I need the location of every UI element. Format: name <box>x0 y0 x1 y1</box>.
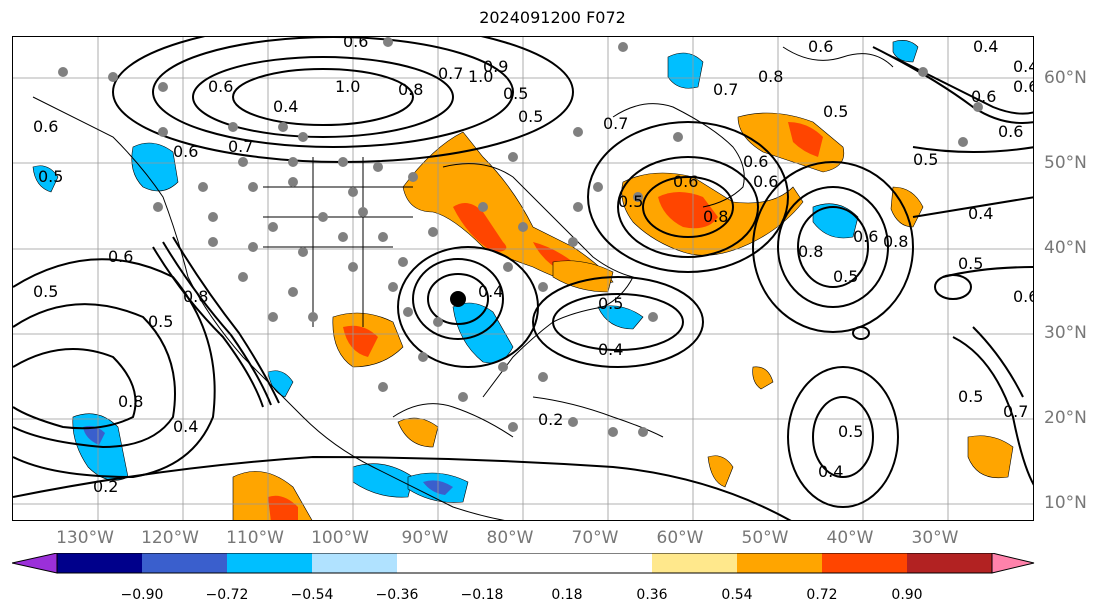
svg-text:0.8: 0.8 <box>183 287 208 306</box>
colorbar-segment <box>991 553 1035 574</box>
svg-text:0.5: 0.5 <box>38 167 63 186</box>
svg-text:1.0: 1.0 <box>468 67 493 86</box>
colorbar-segment <box>907 553 992 573</box>
lat-label: 40°N <box>1044 238 1087 258</box>
svg-text:0.4: 0.4 <box>973 37 998 56</box>
svg-text:0.5: 0.5 <box>148 312 173 331</box>
svg-text:0.6: 0.6 <box>33 117 58 136</box>
lat-label: 60°N <box>1044 68 1087 88</box>
svg-text:0.4: 0.4 <box>818 462 843 481</box>
contour-labels: 0.6 0.5 0.6 0.5 0.8 0.4 0.2 1.0 0.7 0.8 … <box>33 37 1034 496</box>
svg-text:0.5: 0.5 <box>518 107 543 126</box>
colorbar <box>12 553 1035 574</box>
svg-text:0.6: 0.6 <box>173 142 198 161</box>
svg-text:0.2: 0.2 <box>93 477 118 496</box>
svg-text:0.5: 0.5 <box>33 282 58 301</box>
colorbar-tick: 0.72 <box>806 587 838 603</box>
colorbar-segment <box>142 553 227 573</box>
svg-text:0.6: 0.6 <box>1013 77 1034 96</box>
svg-text:0.5: 0.5 <box>823 102 848 121</box>
svg-text:1.0: 1.0 <box>335 77 360 96</box>
colorbar-tick: 0.18 <box>551 587 583 603</box>
svg-text:0.6: 0.6 <box>1013 287 1034 306</box>
svg-text:0.8: 0.8 <box>758 67 783 86</box>
contour-lines <box>13 37 1033 520</box>
svg-text:0.4: 0.4 <box>173 417 198 436</box>
svg-text:0.5: 0.5 <box>618 192 643 211</box>
svg-text:0.4: 0.4 <box>598 340 623 359</box>
lon-label: 30°W <box>911 528 959 548</box>
colorbar-tick: −0.90 <box>120 587 164 603</box>
svg-text:0.6: 0.6 <box>108 247 133 266</box>
svg-text:0.5: 0.5 <box>503 84 528 103</box>
svg-text:0.6: 0.6 <box>743 152 768 171</box>
lon-label: 110°W <box>226 528 284 548</box>
svg-text:0.9: 0.9 <box>483 57 508 76</box>
lon-label: 80°W <box>486 528 534 548</box>
lon-label: 90°W <box>401 528 449 548</box>
colorbar-segment <box>12 553 58 574</box>
storm-center-marker <box>450 291 466 307</box>
station-markers <box>58 37 983 437</box>
svg-text:0.8: 0.8 <box>118 392 143 411</box>
svg-text:0.6: 0.6 <box>808 37 833 56</box>
lon-label: 40°W <box>826 528 874 548</box>
map-canvas: 0.6 0.5 0.6 0.5 0.8 0.4 0.2 1.0 0.7 0.8 … <box>13 37 1034 520</box>
svg-text:0.7: 0.7 <box>1003 402 1028 421</box>
svg-text:0.7: 0.7 <box>438 64 463 83</box>
lon-label: 130°W <box>56 528 114 548</box>
lon-label: 50°W <box>741 528 789 548</box>
lat-label: 50°N <box>1044 153 1087 173</box>
colorbar-tick: 0.36 <box>636 587 668 603</box>
colorbar-segment <box>397 553 652 573</box>
svg-text:0.6: 0.6 <box>971 87 996 106</box>
colorbar-tick: 0.54 <box>721 587 753 603</box>
svg-text:0.6: 0.6 <box>753 172 778 191</box>
svg-text:0.7: 0.7 <box>228 137 253 156</box>
lat-label: 20°N <box>1044 408 1087 428</box>
svg-text:0.8: 0.8 <box>398 80 423 99</box>
svg-text:0.6: 0.6 <box>343 37 368 51</box>
colorbar-segment <box>57 553 142 573</box>
lon-label: 100°W <box>311 528 369 548</box>
colorbar-tick: 0.90 <box>891 587 923 603</box>
lat-label: 30°N <box>1044 323 1087 343</box>
colorbar-segment <box>822 553 907 573</box>
svg-text:0.5: 0.5 <box>838 422 863 441</box>
colorbar-segment <box>737 553 822 573</box>
lon-label: 120°W <box>141 528 199 548</box>
svg-text:0.6: 0.6 <box>998 122 1023 141</box>
svg-text:0.7: 0.7 <box>603 114 628 133</box>
shaded-anomalies <box>32 40 1014 520</box>
svg-text:0.7: 0.7 <box>713 80 738 99</box>
colorbar-tick: −0.36 <box>375 587 419 603</box>
svg-text:0.5: 0.5 <box>833 267 858 286</box>
svg-text:0.6: 0.6 <box>853 227 878 246</box>
colorbar-segment <box>227 553 312 573</box>
svg-text:0.4: 0.4 <box>1013 57 1034 76</box>
colorbar-tick: −0.18 <box>460 587 504 603</box>
svg-text:0.5: 0.5 <box>958 254 983 273</box>
svg-text:0.5: 0.5 <box>913 150 938 169</box>
svg-text:0.4: 0.4 <box>273 97 298 116</box>
svg-text:0.4: 0.4 <box>968 204 993 223</box>
svg-text:0.8: 0.8 <box>883 232 908 251</box>
colorbar-tick: −0.72 <box>205 587 249 603</box>
svg-text:0.5: 0.5 <box>598 294 623 313</box>
lon-label: 60°W <box>656 528 704 548</box>
colorbar-segment <box>652 553 737 573</box>
svg-text:0.6: 0.6 <box>673 172 698 191</box>
lat-label: 10°N <box>1044 493 1087 513</box>
colorbar-tick: −0.54 <box>290 587 334 603</box>
svg-text:0.6: 0.6 <box>208 77 233 96</box>
svg-text:0.2: 0.2 <box>538 410 563 429</box>
map-title: 2024091200 F072 <box>479 8 626 27</box>
map-panel: 0.6 0.5 0.6 0.5 0.8 0.4 0.2 1.0 0.7 0.8 … <box>12 36 1034 521</box>
svg-text:0.4: 0.4 <box>478 282 503 301</box>
svg-text:0.8: 0.8 <box>798 242 823 261</box>
colorbar-segment <box>312 553 397 573</box>
svg-text:0.5: 0.5 <box>958 387 983 406</box>
svg-text:0.8: 0.8 <box>703 207 728 226</box>
lon-label: 70°W <box>571 528 619 548</box>
